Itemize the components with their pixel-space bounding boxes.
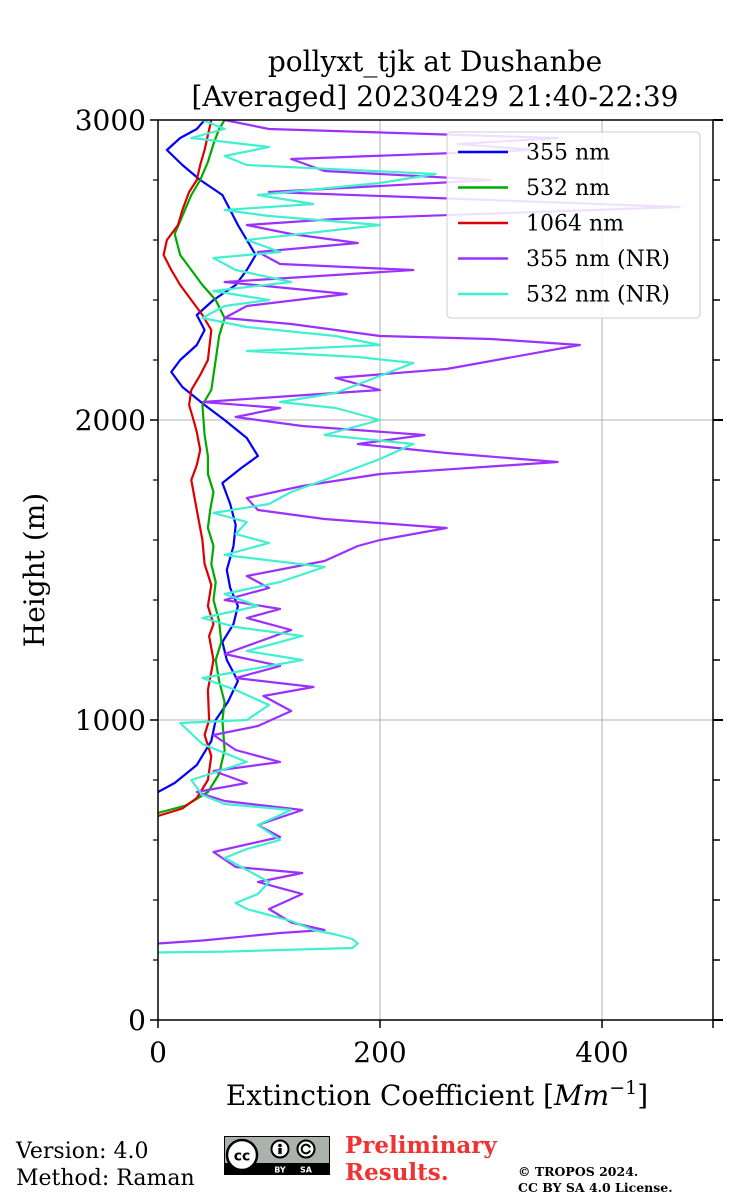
cc-badge-strip xyxy=(224,1163,330,1175)
by-icon-head xyxy=(278,1143,282,1148)
y-tick-label-3000: 3000 xyxy=(75,104,146,137)
y-tick-label-0: 0 xyxy=(128,1004,146,1037)
y-axis-label: Height (m) xyxy=(18,493,51,647)
copyright-label: © TROPOS 2024. xyxy=(518,1164,639,1179)
chart: pollyxt_tjk at Dushanbe [Averaged] 20230… xyxy=(18,45,723,1112)
version-method-text: Version: 4.0 Method: Raman xyxy=(16,1138,195,1192)
x-tick-label-400: 400 xyxy=(575,1036,628,1069)
cc-icon-label: cc xyxy=(234,1149,251,1165)
series-line-532-nm xyxy=(158,120,226,815)
license-label: CC BY SA 4.0 License. xyxy=(518,1180,673,1195)
x-axis-label: Extinction Coefficient [Mm−1] xyxy=(226,1077,648,1112)
axis-ticks xyxy=(150,119,723,1028)
by-label: BY xyxy=(274,1166,286,1175)
chart-subtitle: [Averaged] 20230429 21:40-22:39 xyxy=(192,80,679,113)
series-line-355-nm xyxy=(158,120,259,793)
results-label: Results. xyxy=(345,1159,449,1186)
x-tick-label-0: 0 xyxy=(149,1036,167,1069)
x-tick-label-200: 200 xyxy=(353,1036,406,1069)
version-label: Version: 4.0 xyxy=(16,1139,149,1164)
legend: 355 nm 532 nm 1064 nm 355 nm (NR) 532 nm (NR… xyxy=(446,131,701,319)
sa-icon xyxy=(296,1139,316,1159)
plot-frame xyxy=(157,119,714,1021)
preliminary-results-text: Preliminary Results. xyxy=(345,1132,497,1186)
series-line-1064-nm xyxy=(158,120,215,818)
tick-labels: 0 200 400 0 1000 2000 3000 xyxy=(75,104,629,1069)
legend-label-355-nm: 355 nm xyxy=(526,141,610,166)
legend-label-1064-nm: 1064 nm xyxy=(526,212,624,237)
cc-icon xyxy=(225,1138,259,1172)
data-lines xyxy=(158,120,681,954)
method-label: Method: Raman xyxy=(16,1166,195,1191)
legend-label-355-nm-nr: 355 nm (NR) xyxy=(526,247,670,272)
copyright-text: © TROPOS 2024. CC BY SA 4.0 License. xyxy=(518,1164,673,1196)
sa-label: SA xyxy=(300,1166,313,1175)
series-line-532-nm-nr xyxy=(158,120,437,954)
legend-label-532-nm-nr: 532 nm (NR) xyxy=(526,283,670,308)
legend-box xyxy=(446,131,701,319)
by-icon-body xyxy=(278,1148,282,1154)
preliminary-label: Preliminary xyxy=(345,1132,497,1159)
y-tick-label-2000: 2000 xyxy=(75,404,146,437)
cc-license-badge: cc BY SA xyxy=(224,1136,330,1175)
chart-title: pollyxt_tjk at Dushanbe xyxy=(268,45,602,78)
legend-label-532-nm: 532 nm xyxy=(526,176,610,201)
y-tick-label-1000: 1000 xyxy=(75,704,146,737)
series-line-355-nm-nr xyxy=(158,120,681,945)
sa-icon-arrow xyxy=(300,1143,311,1155)
